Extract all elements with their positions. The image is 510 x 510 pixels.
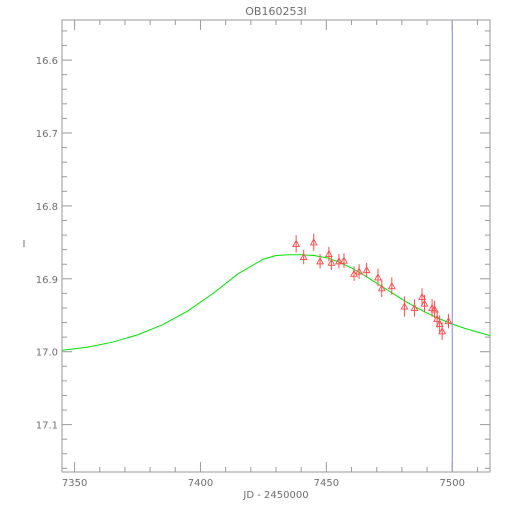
data-point bbox=[299, 249, 308, 265]
triangle-marker bbox=[430, 305, 439, 313]
triangle-marker bbox=[444, 316, 453, 325]
data-point bbox=[350, 266, 359, 281]
triangle-marker bbox=[299, 252, 308, 260]
data-point bbox=[373, 268, 382, 287]
y-tick-label: 16.7 bbox=[36, 129, 58, 140]
y-tick-label: 17.1 bbox=[36, 421, 58, 432]
triangle-marker bbox=[334, 257, 343, 265]
data-point bbox=[400, 296, 409, 317]
x-tick-label: 7450 bbox=[314, 478, 339, 489]
data-point bbox=[334, 254, 343, 269]
data-point bbox=[292, 235, 301, 253]
plot-area bbox=[62, 20, 490, 472]
triangle-marker bbox=[340, 256, 348, 264]
triangle-marker bbox=[362, 265, 371, 274]
triangle-marker bbox=[355, 267, 364, 275]
data-point bbox=[410, 299, 419, 317]
triangle-marker bbox=[324, 249, 333, 258]
data-point bbox=[362, 262, 371, 278]
data-point bbox=[316, 254, 325, 269]
x-tick-label: 7350 bbox=[62, 478, 87, 489]
y-tick-label: 17.0 bbox=[36, 348, 58, 359]
triangle-marker bbox=[433, 314, 442, 322]
data-point bbox=[327, 255, 336, 271]
triangle-marker bbox=[418, 292, 426, 301]
data-point bbox=[324, 246, 333, 262]
triangle-marker bbox=[309, 238, 318, 246]
data-point bbox=[387, 277, 396, 295]
triangle-marker bbox=[373, 273, 382, 281]
data-point bbox=[418, 288, 426, 306]
model-curve bbox=[62, 254, 490, 351]
data-point bbox=[438, 322, 447, 341]
data-point bbox=[420, 294, 429, 313]
triangle-marker bbox=[387, 281, 396, 290]
triangle-marker bbox=[316, 257, 325, 265]
data-point bbox=[340, 253, 348, 268]
data-point bbox=[355, 264, 364, 279]
triangle-marker bbox=[438, 327, 447, 335]
x-axis-label: JD - 2450000 bbox=[242, 490, 308, 501]
data-point bbox=[377, 279, 386, 298]
triangle-marker bbox=[435, 319, 444, 328]
y-tick-label: 16.8 bbox=[36, 202, 58, 213]
y-tick-label: 16.6 bbox=[36, 56, 58, 67]
x-tick-label: 7500 bbox=[440, 478, 465, 489]
axes-ticks: 7350 7400 7450 7500 16.6 16.7 16.8 16.9 17.0 17.1 bbox=[36, 20, 490, 489]
data-point bbox=[435, 315, 444, 333]
data-point bbox=[309, 233, 318, 252]
data-point bbox=[444, 313, 453, 329]
triangle-marker bbox=[400, 302, 409, 310]
plot-clip-group bbox=[62, 20, 490, 472]
triangle-marker bbox=[350, 269, 359, 277]
plot-frame bbox=[61, 19, 491, 473]
data-point bbox=[430, 300, 439, 319]
triangle-marker bbox=[377, 284, 386, 292]
y-tick-label: 16.9 bbox=[36, 275, 58, 286]
triangle-marker bbox=[410, 303, 419, 311]
triangle-marker bbox=[327, 258, 336, 266]
x-tick-label: 7400 bbox=[188, 478, 213, 489]
chart-title: OB160253I bbox=[245, 5, 306, 18]
triangle-marker bbox=[292, 239, 301, 247]
triangle-marker bbox=[420, 299, 429, 307]
y-axis-label: I bbox=[23, 239, 26, 250]
